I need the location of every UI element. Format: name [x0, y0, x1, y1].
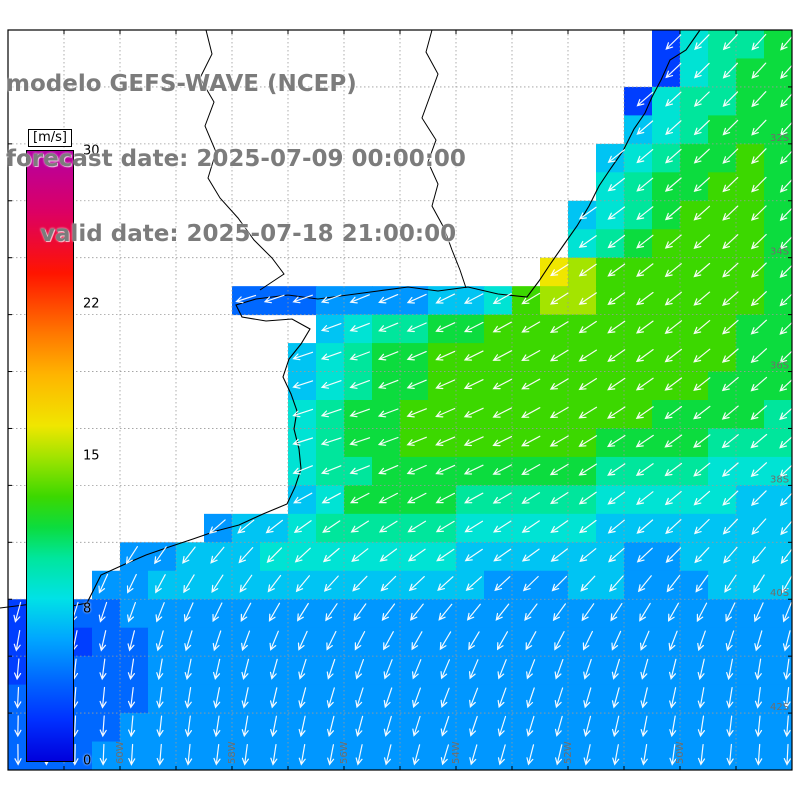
lat-label: 36S: [770, 361, 789, 372]
lat-label: 34S: [770, 247, 789, 258]
colorbar-tick-label: 22: [83, 296, 100, 311]
colorbar-tick-label: 8: [83, 601, 92, 616]
colorbar-tick-label: 0: [83, 753, 92, 769]
model-title: modelo GEFS-WAVE (NCEP): [6, 71, 357, 97]
river-path: [421, 29, 467, 289]
river-path: [199, 29, 285, 291]
lon-labels: 60W 58W 56W 54W 52W 50W: [115, 741, 686, 764]
lon-label: 58W: [227, 741, 238, 764]
lon-label: 60W: [115, 741, 126, 764]
lat-label: 42S: [770, 702, 789, 713]
wave-field-cells: [8, 30, 793, 771]
lon-label: 52W: [563, 741, 574, 764]
frame-ticks: [7, 29, 793, 771]
colorbar-tick-label: 15: [83, 448, 100, 464]
forecast-date: forecast date: 2025-07-09 00:00:00: [6, 146, 466, 172]
lon-label: 50W: [675, 741, 686, 764]
title-block: modelo GEFS-WAVE (NCEP) forecast date: 2…: [6, 22, 466, 272]
lat-labels: 32S 34S 36S 38S 40S 42S: [770, 133, 789, 713]
colorbar: [m/s] 30 22 15 8 0: [26, 126, 100, 769]
colorbar-gradient: 30 22 15 8 0: [26, 144, 100, 769]
lon-label: 56W: [339, 741, 350, 764]
lon-label: 54W: [451, 741, 462, 764]
colorbar-tick-label: 30: [83, 143, 100, 159]
colorbar-unit-label: [m/s]: [28, 129, 72, 147]
lat-label: 38S: [770, 474, 789, 485]
lat-label: 40S: [770, 588, 789, 599]
coastline-path: [0, 29, 701, 609]
lat-label: 32S: [770, 133, 789, 144]
valid-date: valid date: 2025-07-18 21:00:00: [40, 221, 457, 247]
